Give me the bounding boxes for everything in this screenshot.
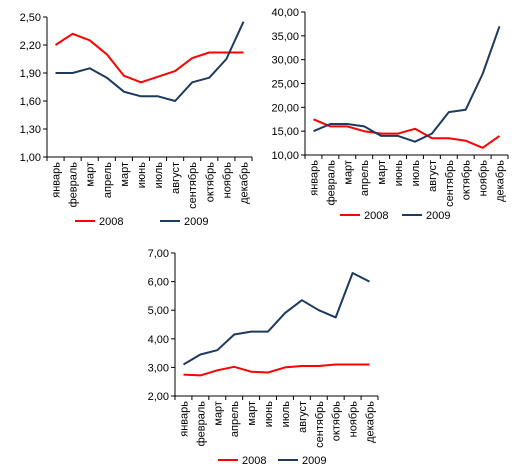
x-tick-label: апрель: [229, 401, 241, 437]
x-tick-label: декабрь: [365, 401, 377, 443]
legend-label-2009: 2009: [302, 455, 326, 467]
y-tick-label: 1,30: [20, 124, 41, 136]
x-tick-label: март: [212, 401, 224, 426]
y-tick-label: 2,50: [20, 12, 41, 24]
x-tick-label: март: [246, 401, 258, 426]
x-tick-label: апрель: [102, 162, 114, 198]
series-2009-line: [182, 272, 370, 366]
x-tick-label: октябрь: [461, 160, 473, 200]
y-tick-label: 7,00: [148, 248, 169, 260]
y-tick-label: 1,90: [20, 68, 41, 80]
x-tick-label: декабрь: [238, 162, 250, 204]
x-tick-label: август: [427, 160, 439, 192]
y-tick-label: 20,00: [271, 102, 299, 114]
y-tick-label: 40,00: [271, 7, 299, 19]
series-2009-line: [55, 21, 245, 102]
x-tick-label: октябрь: [204, 162, 216, 202]
x-tick-label: март: [119, 162, 131, 187]
y-tick-label: 4,00: [148, 334, 169, 346]
legend-label-2008: 2008: [242, 455, 266, 467]
legend-label-2008: 2008: [99, 216, 123, 228]
x-tick-label: август: [170, 162, 182, 194]
x-tick-label: июнь: [136, 162, 148, 188]
x-tick-label: июль: [410, 160, 422, 187]
x-tick-label: январь: [178, 401, 190, 437]
x-tick-label: ноябрь: [221, 162, 233, 199]
x-tick-label: сентябрь: [444, 160, 456, 207]
series-2008-line: [183, 363, 370, 377]
x-tick-label: январь: [51, 162, 63, 198]
x-tick-label: сентябрь: [314, 401, 326, 448]
legend-label-2009: 2009: [184, 216, 208, 228]
y-tick-label: 1,00: [20, 152, 41, 164]
x-tick-label: январь: [308, 160, 320, 196]
legend-label-2009: 2009: [426, 210, 450, 222]
y-tick-label: 30,00: [271, 55, 299, 67]
x-tick-label: апрель: [359, 160, 371, 196]
x-tick-label: март: [376, 160, 388, 185]
x-tick-label: декабрь: [495, 160, 507, 202]
y-tick-label: 2,20: [20, 40, 41, 52]
y-tick-label: 2,00: [148, 391, 169, 403]
x-tick-label: июль: [153, 162, 165, 189]
x-tick-label: август: [297, 401, 309, 433]
x-tick-label: февраль: [195, 401, 207, 447]
x-tick-label: март: [85, 162, 97, 187]
x-tick-label: октябрь: [331, 401, 343, 441]
chart-1: 1,00 1,30 1,60 1,90 2,20 2,50 январь февраль мар…: [20, 12, 253, 228]
series-2009-line: [313, 25, 501, 143]
x-tick-label: февраль: [325, 160, 337, 206]
chart-2: 10,00 15,00 20,00 25,00 30,00 35,00 40,00 январ…: [271, 7, 509, 222]
y-tick-label: 10,00: [271, 150, 299, 162]
y-tick-label: 15,00: [271, 126, 299, 138]
x-tick-label: июнь: [263, 401, 275, 427]
x-tick-label: июль: [280, 401, 292, 428]
x-tick-label: март: [342, 160, 354, 185]
series-2008-line: [313, 118, 501, 149]
x-tick-label: ноябрь: [478, 160, 490, 197]
y-tick-label: 35,00: [271, 31, 299, 43]
chart-3: 2,00 3,00 4,00 5,00 6,00 7,00 январь февраль мар…: [148, 248, 379, 467]
x-tick-label: сентябрь: [187, 162, 199, 209]
x-tick-label: июнь: [393, 160, 405, 186]
series-2008-line: [54, 32, 244, 84]
x-tick-label: ноябрь: [348, 401, 360, 438]
x-tick-label: февраль: [68, 162, 80, 208]
y-tick-label: 6,00: [148, 277, 169, 289]
y-tick-label: 3,00: [148, 362, 169, 374]
y-tick-label: 25,00: [271, 79, 299, 91]
y-tick-label: 5,00: [148, 305, 169, 317]
y-tick-label: 1,60: [20, 96, 41, 108]
legend-label-2008: 2008: [364, 210, 388, 222]
